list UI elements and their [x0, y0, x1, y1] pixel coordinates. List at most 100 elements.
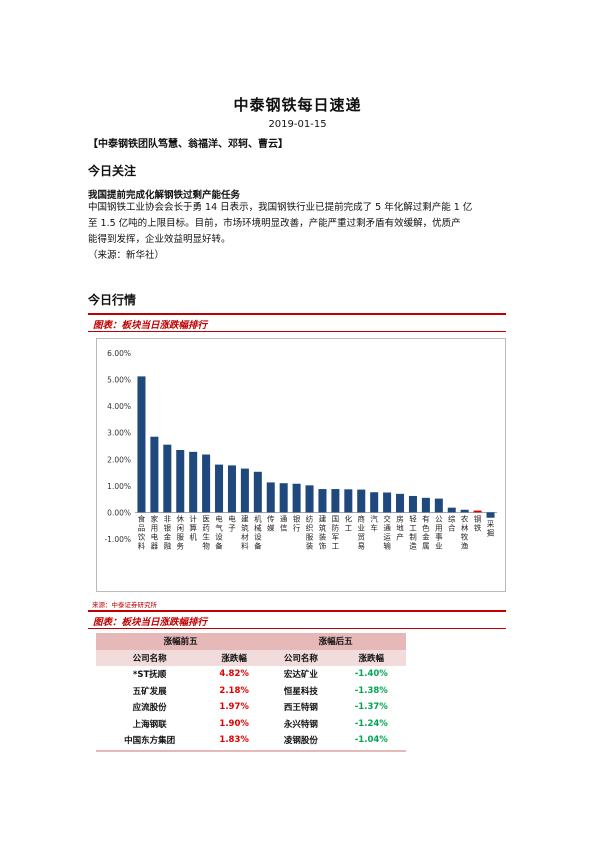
bottom-company-change: -1.38% [354, 685, 388, 696]
section-heading-market: 今日行情 [88, 293, 137, 307]
figure-title: 图表：板块当日涨跌幅排行 [93, 320, 208, 331]
figure-title-rule [88, 628, 506, 629]
sector-bar-chart: 6.00% 5.00% 4.00% 3.00% 2.00% 1.00% 0.00% -1.00… [104, 349, 497, 550]
bar [447, 507, 456, 513]
y-tick-label: -1.00% [104, 535, 131, 544]
figure-title: 图表：板块当日涨跌幅排行 [93, 617, 208, 628]
top-company-name: 上海钢联 [132, 719, 167, 730]
bar [163, 444, 172, 513]
group-header-top: 涨幅前五 [96, 633, 266, 650]
bottom-company-change: -1.24% [354, 718, 388, 729]
top-company-name: 中国东方集团 [124, 736, 176, 747]
bottom-company-name: 宏达矿业 [283, 670, 318, 681]
y-tick-label: 0.00% [107, 508, 131, 517]
bar [421, 497, 430, 513]
bottom-company-name: 西王特钢 [283, 703, 318, 714]
x-category-label: 通信 [280, 513, 288, 532]
bar [357, 489, 366, 513]
bar [279, 483, 288, 513]
bar [396, 493, 405, 513]
top-company-change: 1.90% [219, 718, 249, 729]
top-bottom-stocks-table: 涨幅前五 涨幅后五 公司名称 涨跌幅 公司名称 涨跌幅 *ST抚顺 4.82% … [96, 633, 406, 749]
bar [227, 465, 236, 513]
bar [189, 451, 198, 513]
bar [137, 376, 146, 513]
bar [408, 495, 417, 513]
y-tick-label: 3.00% [107, 429, 131, 438]
news-body-line: 至 1.5 亿吨的上限目标。目前，市场环境明显改善，产能严重过剩矛盾有效缓解，优… [88, 218, 461, 229]
top-company-change: 1.83% [219, 735, 249, 746]
x-category-label: 休闲服务 [177, 513, 185, 550]
x-category-label: 机械设备 [254, 513, 262, 550]
bottom-company-change: -1.37% [354, 702, 388, 713]
chart-frame: 6.00% 5.00% 4.00% 3.00% 2.00% 1.00% 0.00% -1.00… [96, 338, 506, 592]
x-category-label: 非银金融 [164, 513, 172, 550]
table-group-header: 涨幅前五 涨幅后五 [96, 633, 406, 650]
x-category-label: 化工 [345, 513, 353, 532]
x-category-label: 商业贸易 [358, 513, 366, 550]
y-tick-label: 2.00% [107, 455, 131, 464]
x-category-label: 轻工制造 [409, 513, 417, 550]
x-category-label: 房地产 [396, 513, 404, 541]
y-tick-label: 6.00% [107, 349, 131, 358]
bar [383, 492, 392, 513]
bottom-company-name: 恒星科技 [283, 686, 318, 697]
bottom-company-change: -1.40% [354, 669, 388, 680]
table-row: *ST抚顺 4.82% 宏达矿业 -1.40% [96, 666, 406, 683]
bar [240, 468, 249, 513]
report-title: 中泰钢铁每日速递 [233, 96, 362, 114]
top-company-name: *ST抚顺 [132, 670, 167, 681]
news-body-line: 中国钢铁工业协会会长于勇 14 日表示，我国钢铁行业已提前完成了 5 年化解过剩… [88, 202, 473, 213]
figure-top-rule [88, 610, 506, 612]
top-company-name: 应流股份 [132, 703, 167, 714]
table-row: 应流股份 1.97% 西王特钢 -1.37% [96, 699, 406, 716]
bottom-company-name: 永兴特钢 [283, 719, 318, 730]
news-body-line: 能得到发挥，企业效益明显好转。 [88, 234, 231, 245]
table-row: 中国东方集团 1.83% 凌钢股份 -1.04% [96, 732, 406, 749]
bar [215, 464, 224, 513]
section-heading-focus: 今日关注 [88, 164, 137, 178]
bar [266, 482, 275, 513]
table-row: 上海钢联 1.90% 永兴特钢 -1.24% [96, 716, 406, 733]
bar [150, 436, 159, 513]
news-source: （来源：新华社） [88, 250, 165, 261]
bottom-company-change: -1.04% [354, 735, 388, 746]
x-category-label: 国防军工 [332, 514, 340, 550]
column-header-name: 公司名称 [265, 649, 337, 666]
x-category-label: 建筑装饰 [319, 513, 327, 550]
x-category-label: 有色金属 [422, 513, 430, 550]
figure-top-rule [88, 313, 506, 315]
table-column-header: 公司名称 涨跌幅 公司名称 涨跌幅 [96, 649, 406, 666]
x-category-label: 钢铁 [474, 513, 482, 532]
x-category-label: 综合 [448, 513, 456, 532]
bar [253, 471, 262, 513]
x-category-label: 传媒 [267, 513, 275, 532]
y-tick-label: 1.00% [107, 482, 131, 491]
bar [434, 498, 443, 513]
x-category-label: 食品饮料 [138, 513, 146, 550]
bar [176, 449, 185, 513]
x-category-label: 家用电器 [151, 513, 159, 550]
x-category-label: 公用事业 [435, 514, 443, 550]
top-company-change: 1.97% [219, 702, 249, 713]
top-company-change: 2.18% [219, 685, 249, 696]
x-category-label: 纺织服装 [306, 513, 314, 550]
column-header-name: 公司名称 [96, 649, 204, 666]
bottom-company-name: 凌钢股份 [283, 736, 318, 747]
y-tick-label: 4.00% [107, 402, 131, 411]
x-category-label: 汽车 [370, 513, 378, 532]
bar [486, 512, 495, 518]
column-header-change: 涨跌幅 [336, 649, 406, 666]
x-category-label: 采掘 [487, 519, 495, 538]
column-header-change: 涨跌幅 [203, 649, 266, 666]
bar [331, 489, 340, 513]
table-row: 五矿发展 2.18% 恒星科技 -1.38% [96, 683, 406, 700]
top-company-name: 五矿发展 [132, 686, 167, 697]
figure-title-rule [88, 331, 506, 332]
bar [460, 509, 469, 513]
bar [344, 489, 353, 513]
bar [305, 485, 314, 513]
group-header-bottom: 涨幅后五 [265, 633, 406, 650]
x-category-label: 医药生物 [202, 514, 210, 550]
top-company-change: 4.82% [219, 669, 249, 680]
